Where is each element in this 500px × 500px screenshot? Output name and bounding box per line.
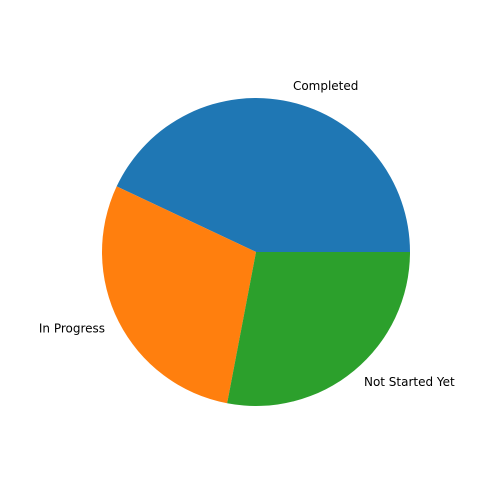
pie-label-in-progress: In Progress: [39, 321, 105, 335]
pie-slice-completed: [116, 98, 410, 253]
pie-label-completed: Completed: [293, 79, 358, 93]
pie-slice-not-started-yet: [227, 252, 410, 406]
pie-label-not-started-yet: Not Started Yet: [364, 375, 455, 389]
pie-slice-in-progress: [102, 186, 257, 404]
pie-slices: [102, 98, 410, 406]
pie-labels: Completed In Progress Not Started Yet: [39, 79, 455, 389]
